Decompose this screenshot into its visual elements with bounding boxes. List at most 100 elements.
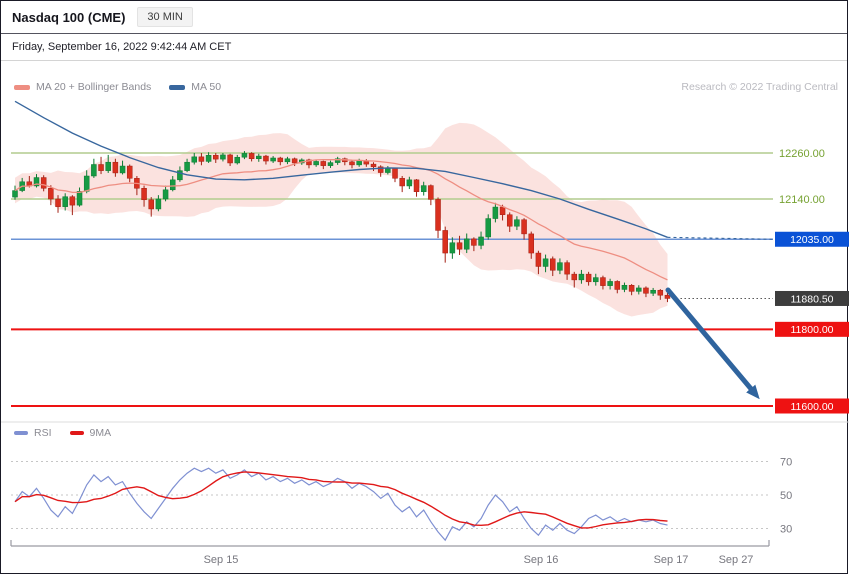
x-axis-label: Sep 17 <box>654 554 689 566</box>
ma20-legend-label: MA 20 + Bollinger Bands <box>36 81 152 93</box>
candle <box>392 168 398 179</box>
candle <box>205 155 212 162</box>
candle <box>557 262 563 271</box>
candle <box>62 196 68 207</box>
candle <box>356 160 362 166</box>
rsi-grid-label: 50 <box>780 490 792 502</box>
candle <box>370 163 377 168</box>
candle <box>428 185 434 200</box>
candle <box>98 164 104 171</box>
candle <box>406 179 413 187</box>
rsi-ma-line <box>14 471 668 529</box>
candle <box>291 158 298 164</box>
price-badge-label: 12035.00 <box>790 234 834 246</box>
candle <box>306 159 312 166</box>
bollinger-band <box>15 122 668 317</box>
research-credit: Research © 2022 Trading Central <box>681 81 838 93</box>
candle <box>12 190 18 198</box>
candle <box>48 188 54 200</box>
candle <box>112 161 119 174</box>
candle <box>593 277 599 283</box>
candle <box>177 170 183 181</box>
candle <box>162 189 169 200</box>
candle <box>643 287 649 294</box>
candle <box>327 162 334 166</box>
datetime-row: Friday, September 16, 2022 9:42:44 AM CE… <box>1 34 847 61</box>
instrument-title: Nasdaq 100 (CME) <box>12 9 126 25</box>
rsi-grid-label: 70 <box>780 457 792 469</box>
price-level-label: 12140.00 <box>779 194 825 206</box>
candle <box>334 158 341 163</box>
rsi-line <box>14 467 668 542</box>
candle <box>76 191 83 206</box>
trend-arrow <box>665 287 760 400</box>
candle <box>313 161 319 166</box>
legend-item-ma50: MA 50 <box>169 81 221 93</box>
candle <box>191 156 197 163</box>
rsi-grid-label: 30 <box>780 524 792 536</box>
candle <box>277 157 284 163</box>
price-level-label: 12260.00 <box>779 148 825 160</box>
x-axis-label: Sep 15 <box>204 554 239 566</box>
price-badge-label: 11600.00 <box>790 401 833 413</box>
candle <box>33 177 40 187</box>
candle <box>478 236 484 246</box>
candle <box>578 273 585 281</box>
candle <box>442 230 448 254</box>
ma50-legend-label: MA 50 <box>191 81 222 93</box>
candle <box>485 218 491 238</box>
candle <box>263 155 269 162</box>
candle <box>600 277 606 286</box>
candle <box>184 161 190 171</box>
candle <box>141 188 147 201</box>
price-badge-label: 11800.00 <box>790 324 833 336</box>
price-badge <box>775 321 849 337</box>
ma20-line <box>14 158 668 281</box>
rsi-9ma-swatch-icon <box>69 431 84 435</box>
rsi-legend: RSI 9MA <box>14 427 111 439</box>
candle <box>614 281 621 290</box>
legend-item-ma20: MA 20 + Bollinger Bands <box>14 81 151 93</box>
price-legend: MA 20 + Bollinger Bands MA 50 <box>14 81 221 93</box>
rsi-legend-label: RSI <box>34 427 52 439</box>
datetime-label: Friday, September 16, 2022 9:42:44 AM CE… <box>12 41 232 53</box>
candle <box>492 206 499 219</box>
candle <box>198 156 205 162</box>
candle <box>270 157 276 162</box>
price-badge <box>775 398 849 414</box>
candle <box>385 168 391 173</box>
candle <box>377 166 384 173</box>
candle <box>83 175 90 192</box>
candle <box>435 199 441 231</box>
candle <box>621 285 628 290</box>
candle <box>528 233 534 254</box>
rsi-9ma-legend-label: 9MA <box>89 427 112 439</box>
candles-layer <box>12 151 671 303</box>
candle <box>413 179 420 192</box>
ma20-swatch-icon <box>14 84 30 90</box>
candle <box>571 273 578 281</box>
title-bar: Nasdaq 100 (CME) 30 MIN <box>1 1 847 34</box>
legend-item-rsi: RSI <box>14 427 52 439</box>
candle <box>320 161 327 166</box>
candle <box>420 185 427 192</box>
last-price-label: 11880.50 <box>790 293 833 305</box>
candle <box>399 178 405 187</box>
candle <box>349 161 355 166</box>
last-price-badge <box>775 290 849 306</box>
candle <box>664 294 671 299</box>
candle <box>55 198 61 207</box>
candle <box>126 165 133 179</box>
rsi-swatch-icon <box>14 431 28 435</box>
candle <box>456 242 463 250</box>
candle <box>69 196 76 206</box>
candle <box>169 179 176 191</box>
candle <box>521 219 527 235</box>
legend-item-9ma: 9MA <box>69 427 112 439</box>
candle <box>119 165 126 174</box>
candle <box>234 156 241 164</box>
candle <box>155 198 162 210</box>
candle <box>284 158 291 163</box>
